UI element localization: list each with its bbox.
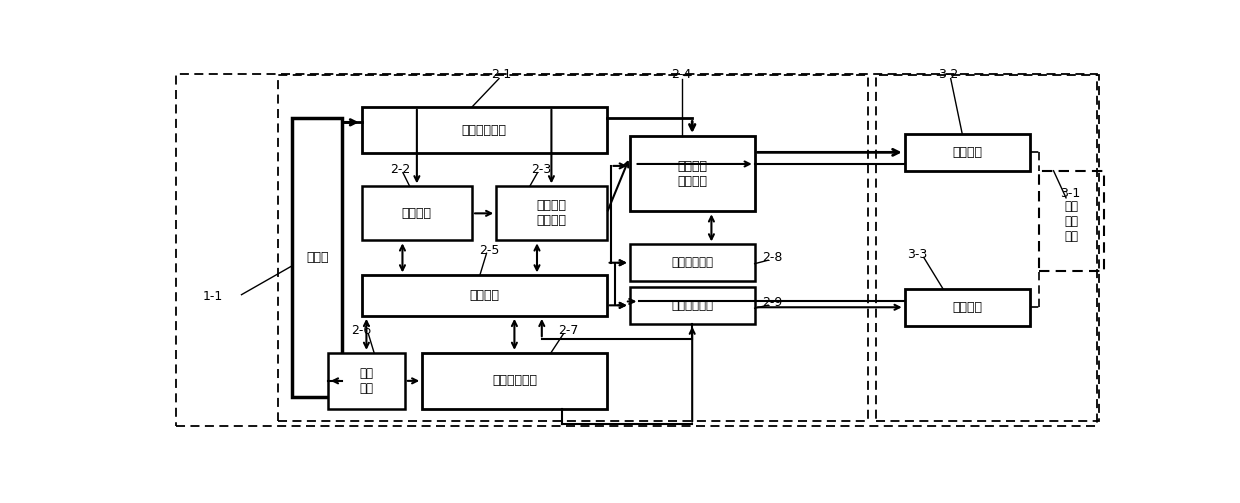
Text: 局部
组织
回路: 局部 组织 回路	[1065, 200, 1079, 242]
Text: 2-8: 2-8	[761, 250, 782, 264]
Bar	[875, 74, 1099, 422]
Text: 3-2: 3-2	[937, 68, 959, 81]
Text: 2-5: 2-5	[479, 243, 500, 257]
Text: 中性电极: 中性电极	[952, 301, 982, 314]
Bar	[630, 287, 755, 324]
Bar	[422, 353, 606, 409]
Text: 功率反馈检测: 功率反馈检测	[671, 299, 713, 312]
Text: 阻抗匹配
升压模块: 阻抗匹配 升压模块	[537, 199, 567, 227]
Bar	[905, 134, 1029, 171]
Bar	[327, 353, 404, 409]
Text: 手术电极: 手术电极	[952, 146, 982, 159]
Text: 用户交互模块: 用户交互模块	[492, 374, 537, 387]
Bar	[630, 136, 755, 211]
Text: 2-7: 2-7	[558, 324, 578, 337]
Text: 保护监控模块: 保护监控模块	[671, 256, 713, 269]
Bar	[496, 186, 606, 240]
Bar	[362, 275, 606, 316]
Bar	[362, 186, 472, 240]
Bar	[1039, 171, 1105, 272]
Bar	[362, 107, 606, 153]
Text: 2-3: 2-3	[531, 163, 552, 176]
Text: 2-1: 2-1	[491, 68, 511, 81]
Bar	[278, 74, 868, 422]
Text: 2-2: 2-2	[389, 163, 410, 176]
Bar	[293, 119, 342, 397]
Text: 手术电极
匹配端口: 手术电极 匹配端口	[677, 159, 707, 188]
Text: 主控模块: 主控模块	[469, 289, 500, 302]
Text: 2-9: 2-9	[761, 296, 782, 309]
Text: 1-1: 1-1	[202, 290, 223, 303]
Text: 3-1: 3-1	[1060, 188, 1080, 201]
Text: 电网电: 电网电	[306, 252, 329, 265]
Text: 2-6: 2-6	[351, 324, 372, 337]
Text: 高频供电模块: 高频供电模块	[461, 124, 507, 137]
Bar	[630, 244, 755, 281]
Bar	[905, 289, 1029, 325]
Text: 功放模块: 功放模块	[402, 207, 432, 220]
Text: 3-3: 3-3	[906, 247, 928, 261]
Text: 电源
模块: 电源 模块	[360, 367, 373, 395]
Text: 2-4: 2-4	[672, 68, 692, 81]
